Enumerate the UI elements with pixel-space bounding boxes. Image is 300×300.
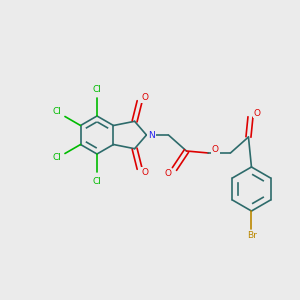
Text: O: O — [212, 146, 219, 154]
Text: O: O — [141, 168, 148, 177]
Text: O: O — [141, 93, 148, 102]
Text: N: N — [148, 130, 155, 140]
Text: O: O — [254, 109, 261, 118]
Text: O: O — [165, 169, 172, 178]
Text: Cl: Cl — [93, 85, 101, 94]
Text: Cl: Cl — [53, 107, 62, 116]
Text: Cl: Cl — [93, 176, 101, 185]
Text: Cl: Cl — [53, 154, 62, 163]
Text: Br: Br — [248, 232, 257, 241]
